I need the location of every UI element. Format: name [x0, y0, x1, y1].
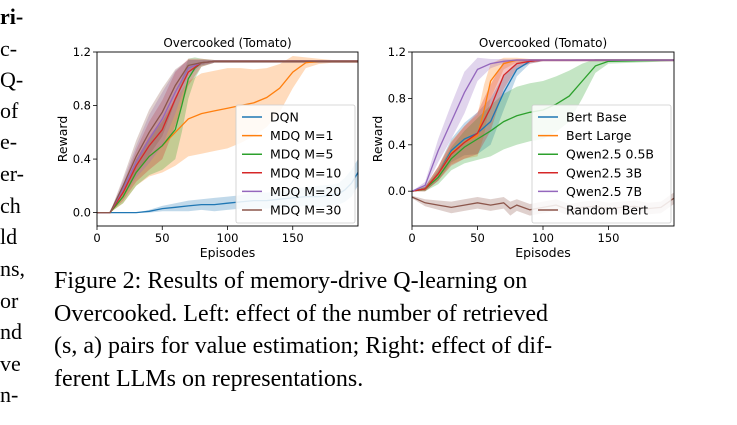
series-band	[97, 56, 358, 213]
x-tick-label: 150	[282, 231, 304, 245]
y-tick-label: 0.0	[388, 184, 406, 198]
legend-label: DQN	[270, 110, 299, 125]
y-tick-label: 0.8	[73, 99, 91, 113]
y-tick-label: 1.2	[73, 45, 91, 59]
legend-label: Qwen2.5 7B	[566, 184, 642, 199]
caption-line-1: Figure 2: Results of memory-drive Q-lear…	[54, 268, 528, 294]
left-column-line: ri-	[0, 4, 24, 29]
series-band	[97, 60, 358, 213]
legend: DQN MDQ M=1 MDQ M=5 MDQ M=10 MDQ M=20 MDQ M=3…	[235, 104, 356, 224]
left-column-line: ve	[0, 351, 21, 376]
legend-label: MDQ M=1	[270, 128, 333, 143]
x-tick-label: 100	[532, 231, 554, 245]
y-axis-label: Reward	[55, 116, 70, 163]
left-column-line: ns,	[0, 256, 26, 281]
left-column-line: e-	[0, 129, 18, 154]
legend-label: Qwen2.5 3B	[566, 165, 642, 180]
legend-frame	[531, 104, 672, 224]
chart-title: Overcooked (Tomato)	[479, 36, 607, 50]
legend-label: Qwen2.5 0.5B	[566, 147, 654, 162]
y-tick-label: 0.4	[388, 138, 406, 152]
left-column-line: of	[0, 98, 19, 123]
series-band	[97, 60, 358, 213]
caption-line-2: Overcooked. Left: effect of the number o…	[54, 300, 548, 327]
y-axis-label: Reward	[372, 116, 385, 163]
chart-right: Overcooked (Tomato) 0 50 100 150 0.0 0.4 0.8 1.2…	[372, 36, 675, 260]
legend-frame	[235, 104, 356, 224]
legend-label: Random Bert	[566, 203, 648, 218]
x-tick-label: 0	[408, 231, 415, 245]
left-column-line: Q-	[0, 67, 24, 92]
y-tick-label: 0.8	[388, 91, 406, 105]
left-column-line: c-	[0, 36, 18, 61]
y-tick-label: 0.0	[73, 206, 91, 220]
left-column-text-fragment: ri-c- Q-of e-er-ch ld ns, or nd ve n-	[0, 0, 30, 425]
x-tick-label: 0	[93, 231, 100, 245]
chart-left: Overcooked (Tomato) 0 50 100 150 0.0 0.4 0.8 1.2…	[55, 36, 359, 260]
x-tick-label: 50	[470, 231, 485, 245]
series-line	[97, 60, 358, 214]
left-column-line: er-	[0, 161, 24, 186]
caption-math: (s, a)	[54, 333, 102, 359]
left-column-line: ch	[0, 193, 21, 218]
left-column-line: nd	[0, 319, 22, 344]
x-axis-label: Episodes	[200, 245, 256, 260]
figure-caption: Figure 2: Results of memory-drive Q-lear…	[54, 265, 684, 395]
y-tick-label: 1.2	[388, 45, 406, 59]
caption-line-4: ferent LLMs on representations.	[54, 365, 364, 392]
legend-label: MDQ M=10	[270, 165, 341, 180]
legend-label: MDQ M=20	[270, 184, 341, 199]
x-tick-label: 150	[598, 231, 620, 245]
x-axis-label: Episodes	[515, 245, 571, 260]
caption-line-3-rest: pairs for value estimation; Right: effec…	[101, 333, 553, 359]
left-column-line: or	[0, 288, 19, 313]
legend-label: Bert Base	[566, 110, 627, 125]
chart-title: Overcooked (Tomato)	[163, 36, 291, 50]
series-line	[412, 59, 674, 192]
figure-2: Overcooked (Tomato) 0 50 100 150 0.0 0.4 0.8 1.2…	[54, 30, 694, 262]
legend: Bert Base Bert Large Qwen2.5 0.5B Qwen2.5 3…	[531, 104, 672, 224]
caption-line-3: (s, a) pairs for value estimation; Right…	[54, 330, 684, 363]
x-tick-label: 50	[155, 231, 170, 245]
legend-label: Bert Large	[566, 128, 632, 143]
left-column-line: ld	[0, 224, 18, 249]
y-tick-label: 0.4	[73, 152, 91, 166]
left-column-line: n-	[0, 382, 19, 407]
x-tick-label: 100	[217, 231, 239, 245]
legend-label: MDQ M=30	[270, 203, 341, 218]
series-line	[412, 59, 674, 192]
legend-label: MDQ M=5	[270, 147, 333, 162]
